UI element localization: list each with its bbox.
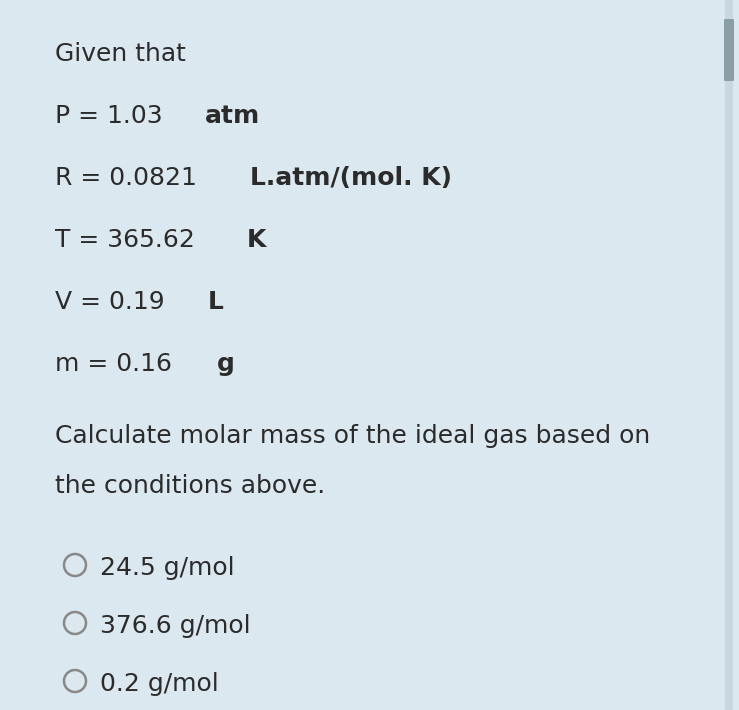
Text: 0.2 g/mol: 0.2 g/mol: [100, 672, 219, 696]
Text: R = 0.0821: R = 0.0821: [55, 166, 205, 190]
Text: the conditions above.: the conditions above.: [55, 474, 325, 498]
Text: P = 1.03: P = 1.03: [55, 104, 171, 128]
Text: L.atm/(mol. K): L.atm/(mol. K): [250, 166, 452, 190]
Text: 24.5 g/mol: 24.5 g/mol: [100, 556, 234, 580]
Text: Given that: Given that: [55, 42, 186, 66]
FancyBboxPatch shape: [725, 0, 733, 710]
FancyBboxPatch shape: [724, 19, 734, 81]
Text: K: K: [247, 228, 267, 252]
Text: g: g: [217, 352, 235, 376]
Text: m = 0.16: m = 0.16: [55, 352, 180, 376]
Text: T = 365.62: T = 365.62: [55, 228, 203, 252]
Text: V = 0.19: V = 0.19: [55, 290, 173, 314]
Text: 376.6 g/mol: 376.6 g/mol: [100, 614, 251, 638]
Text: atm: atm: [205, 104, 260, 128]
Text: Calculate molar mass of the ideal gas based on: Calculate molar mass of the ideal gas ba…: [55, 424, 650, 448]
Text: L: L: [208, 290, 224, 314]
